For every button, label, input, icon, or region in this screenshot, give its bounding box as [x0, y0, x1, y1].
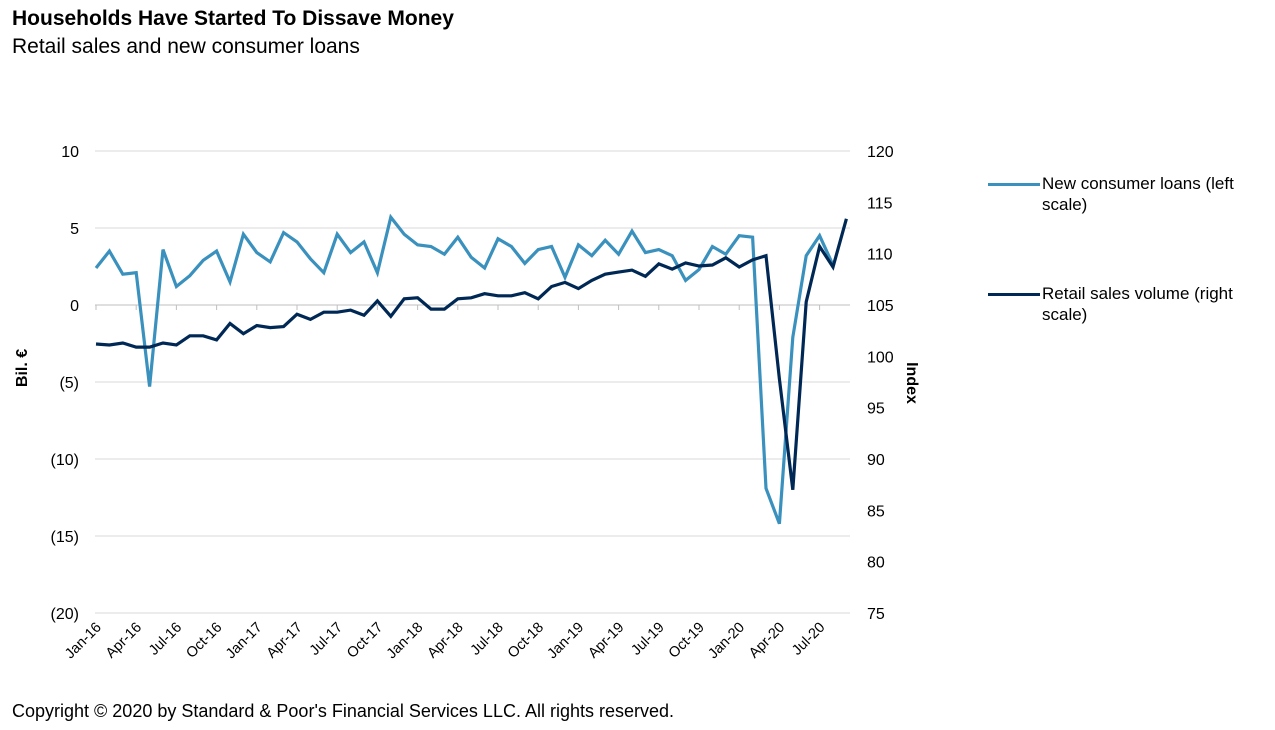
x-tick-label: Jul-16 [146, 620, 185, 659]
x-tick-label: Apr-19 [585, 620, 627, 662]
series-layer [94, 213, 848, 525]
right-tick-label: 120 [867, 144, 894, 161]
series-line-retail-sales-volume [95, 218, 848, 490]
x-tick-label: Jan-17 [223, 620, 266, 663]
x-tick-label: Oct-19 [666, 620, 708, 662]
x-tick-label: Jan-20 [705, 620, 748, 663]
left-tick-label: 0 [70, 298, 79, 315]
gridlines [95, 150, 850, 614]
x-tick-label: Jul-19 [628, 620, 667, 659]
legend-label-loans: New consumer loans (left scale) [1042, 174, 1234, 214]
left-tick-label: (5) [59, 375, 79, 392]
x-tick-marks [95, 305, 821, 310]
x-tick-label: Oct-17 [344, 620, 386, 662]
right-tick-label: 80 [867, 555, 885, 572]
legend-swatch-loans [988, 183, 1040, 186]
right-tick-label: 75 [867, 606, 885, 623]
right-tick-label: 110 [867, 247, 893, 264]
right-tick-label: 95 [867, 401, 885, 418]
right-tick-label: 115 [867, 195, 893, 212]
chart-subtitle: Retail sales and new consumer loans [12, 35, 360, 58]
x-tick-label: Jul-20 [789, 620, 828, 659]
right-axis-title: Index [903, 362, 920, 404]
x-tick-label: Apr-16 [103, 620, 145, 662]
left-tick-label: 5 [70, 221, 79, 238]
x-tick-label: Jul-18 [468, 620, 507, 659]
x-tick-label: Jan-19 [545, 620, 588, 663]
x-tick-label: Apr-20 [746, 620, 788, 662]
right-axis-ticks: 120 115 110 105 100 95 90 85 80 75 [867, 144, 894, 623]
x-tick-label: Oct-16 [183, 620, 225, 662]
x-tick-label: Oct-18 [505, 620, 547, 662]
right-tick-label: 105 [867, 298, 894, 315]
left-axis-ticks: 10 5 0 (5) (10) (15) (20) [51, 144, 80, 623]
x-tick-label: Apr-17 [264, 620, 306, 662]
copyright-footer: Copyright © 2020 by Standard & Poor's Fi… [12, 701, 675, 721]
series-line-new-consumer-loans [94, 213, 835, 525]
right-tick-label: 90 [867, 452, 885, 469]
right-tick-label: 85 [867, 503, 885, 520]
left-tick-label: (10) [51, 452, 79, 469]
x-tick-label: Jul-17 [307, 620, 346, 659]
right-tick-label: 100 [867, 349, 894, 366]
legend-label-retail: Retail sales volume (right scale) [1042, 284, 1233, 324]
chart-title: Households Have Started To Dissave Money [12, 7, 454, 30]
left-tick-label: (20) [51, 606, 79, 623]
x-tick-label: Jan-18 [384, 620, 427, 663]
left-tick-label: 10 [61, 144, 79, 161]
x-tick-label: Jan-16 [62, 620, 105, 663]
x-tick-label: Apr-18 [425, 620, 467, 662]
legend-swatch-retail [988, 293, 1040, 296]
left-axis-title: Bil. € [14, 349, 31, 387]
left-tick-label: (15) [51, 529, 79, 546]
